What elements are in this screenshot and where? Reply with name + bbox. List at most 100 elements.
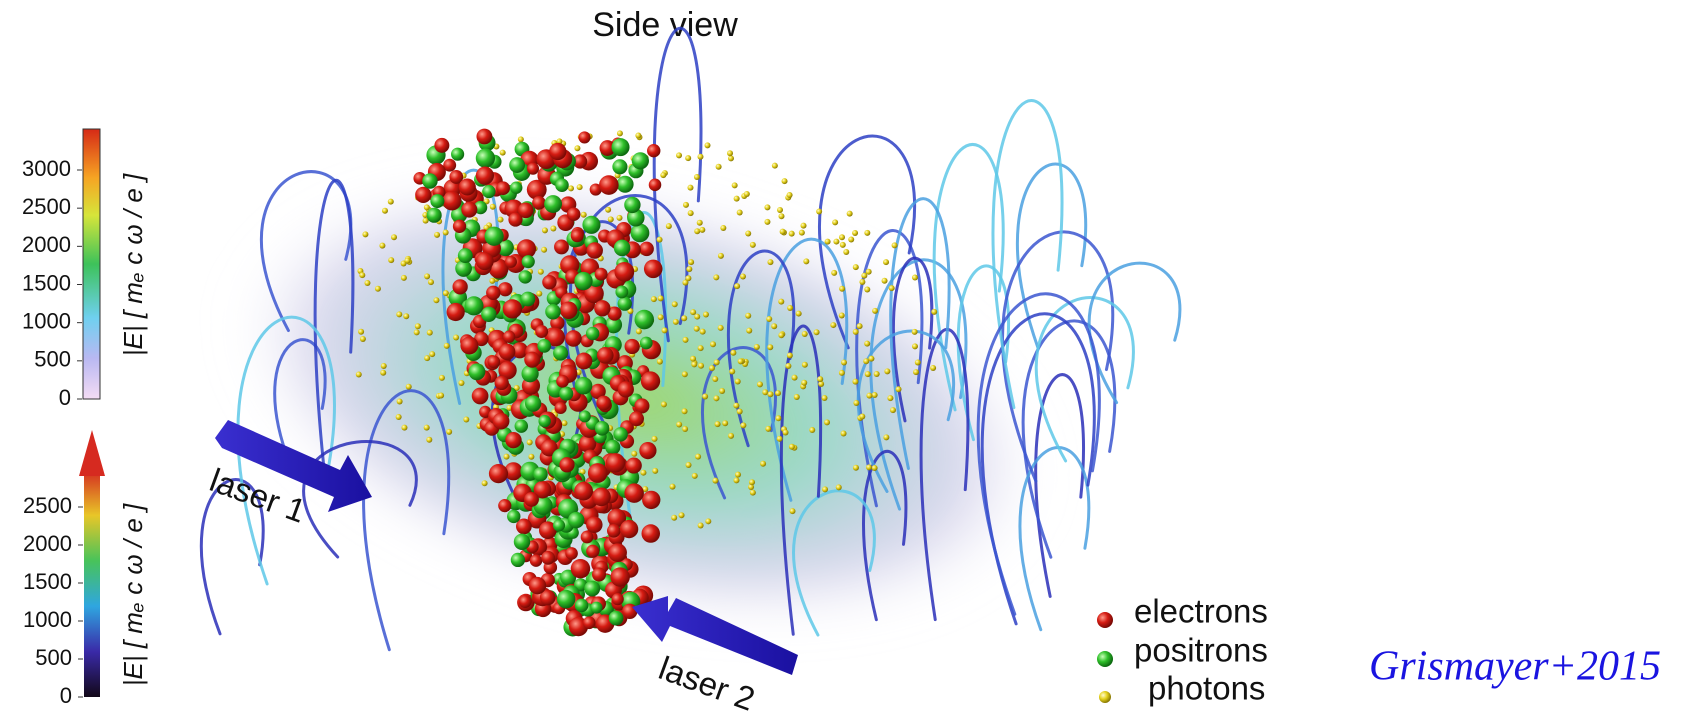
particle <box>639 442 656 459</box>
photon <box>734 196 740 202</box>
particle <box>612 138 630 156</box>
particle <box>615 286 628 299</box>
photon <box>433 297 439 303</box>
photon <box>424 355 430 361</box>
particle <box>613 427 627 441</box>
particle <box>495 376 509 390</box>
particle <box>599 175 619 195</box>
photon <box>912 275 918 281</box>
photon <box>695 454 701 460</box>
photon <box>718 253 724 259</box>
tick-label: 2500 <box>23 493 72 518</box>
photon <box>446 429 452 435</box>
particle <box>524 352 540 368</box>
photon <box>768 391 774 397</box>
photon <box>727 150 733 156</box>
photon <box>688 210 694 216</box>
particle <box>505 256 517 268</box>
photon <box>444 343 450 349</box>
particle <box>427 208 442 223</box>
colorbar-label: |E| [ mₑ c ω / e ] <box>118 503 148 686</box>
photon <box>652 436 658 442</box>
particle <box>510 181 522 193</box>
particle <box>451 148 464 161</box>
particle <box>503 299 522 318</box>
photon <box>443 229 449 235</box>
photon <box>617 130 623 136</box>
photon <box>777 207 783 213</box>
particle <box>556 375 569 388</box>
photon <box>764 219 770 225</box>
photon <box>676 152 682 158</box>
photon <box>889 285 895 291</box>
photon <box>671 515 677 521</box>
photon <box>740 422 746 428</box>
photon <box>673 319 679 325</box>
photon <box>882 278 888 284</box>
colorbar-arrowhead <box>79 430 105 476</box>
particle <box>489 464 508 483</box>
particle <box>524 492 539 507</box>
particle <box>634 398 649 413</box>
photon <box>429 351 435 357</box>
particle <box>642 491 660 509</box>
photon <box>771 323 777 329</box>
tick-label: 1500 <box>22 270 71 295</box>
particle <box>538 415 550 427</box>
photon <box>694 228 700 234</box>
photon <box>438 392 444 398</box>
photon <box>865 371 871 377</box>
photon <box>735 378 741 384</box>
particle <box>553 346 568 361</box>
photon <box>666 223 672 229</box>
photon <box>733 477 739 483</box>
tick-label: 0 <box>60 683 72 708</box>
particle <box>581 531 594 544</box>
particle <box>541 551 555 565</box>
photon <box>401 275 407 281</box>
photon <box>658 314 664 320</box>
photon <box>636 328 642 334</box>
particle <box>583 616 596 629</box>
particle <box>458 248 473 263</box>
photon <box>686 462 692 468</box>
photon <box>782 178 788 184</box>
particle <box>624 483 643 502</box>
photon <box>775 415 781 421</box>
particle <box>520 292 535 307</box>
photon <box>380 370 386 376</box>
particle <box>509 157 525 173</box>
legend-entry: positrons <box>1134 632 1268 669</box>
photon <box>864 341 870 347</box>
photon <box>561 420 567 426</box>
figure: Side view laser 1 laser 2 |E| [ mₑ c ω /… <box>0 0 1706 719</box>
particle <box>482 185 495 198</box>
photon <box>396 414 402 420</box>
tick-label: 3000 <box>22 156 71 181</box>
particle <box>626 457 642 473</box>
tick-label: 2000 <box>22 232 71 257</box>
photon <box>843 249 849 255</box>
photon <box>388 199 394 205</box>
photon <box>713 395 719 401</box>
photon <box>694 174 700 180</box>
photon <box>832 219 838 225</box>
photon <box>682 371 688 377</box>
particle <box>584 581 600 597</box>
photon <box>766 316 772 322</box>
photon <box>787 352 793 358</box>
particle <box>519 595 532 608</box>
particle <box>530 554 543 567</box>
colorbar <box>83 129 100 399</box>
particle <box>545 304 561 320</box>
particle <box>571 229 584 242</box>
particle <box>644 260 663 279</box>
particle <box>639 242 653 256</box>
photon <box>504 454 510 460</box>
photon <box>840 242 846 248</box>
photon <box>816 209 822 215</box>
photon <box>799 230 805 236</box>
photon <box>872 308 878 314</box>
photon <box>765 426 771 432</box>
particle <box>617 176 634 193</box>
